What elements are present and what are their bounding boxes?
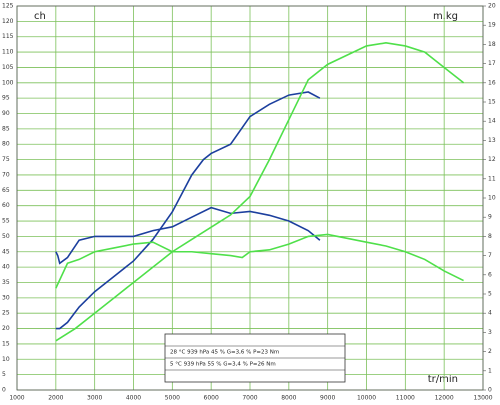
y2-axis-label: m.kg: [433, 11, 458, 22]
y-tick-label: 80: [2, 141, 10, 148]
y2-tick-label: 16: [488, 79, 496, 86]
y2-tick-label: 14: [488, 118, 496, 125]
x-tick-label: 2000: [48, 395, 63, 402]
y2-tick-label: 11: [488, 175, 496, 182]
line-series: [55, 206, 321, 265]
x-tick-label: 7000: [242, 395, 257, 402]
y-tick-label: 15: [2, 340, 10, 347]
x-tick-label: 3000: [87, 395, 102, 402]
y2-tick-label: 8: [488, 233, 492, 240]
y-tick-label: 10: [2, 356, 10, 363]
y-tick-label: 70: [2, 171, 10, 178]
y-tick-label: 110: [2, 49, 14, 56]
y2-tick-label: 2: [488, 348, 492, 355]
y-tick-label: 35: [2, 279, 10, 286]
line-series: [55, 42, 465, 342]
y2-tick-label: 19: [488, 22, 496, 29]
y-tick-label: 50: [2, 233, 10, 240]
y-tick-label: 5: [2, 371, 6, 378]
y2-tick-label: 17: [488, 60, 496, 67]
y2-tick-label: 3: [488, 329, 492, 336]
y-tick-label: 20: [2, 325, 10, 332]
y2-tick-label: 13: [488, 137, 496, 144]
y-tick-label: 125: [2, 3, 14, 10]
y-tick-label: 95: [2, 95, 10, 102]
line-series: [55, 233, 464, 289]
y2-tick-label: 1: [488, 367, 492, 374]
y2-tick-label: 6: [488, 271, 492, 278]
y2-tick-label: 20: [488, 3, 496, 10]
y-tick-label: 105: [2, 64, 14, 71]
y-tick-label: 30: [2, 294, 10, 301]
y-tick-label: 65: [2, 187, 10, 194]
x-tick-label: 1000: [9, 395, 24, 402]
y-tick-label: 25: [2, 310, 10, 317]
plot-frame: [16, 5, 484, 391]
y-tick-label: 55: [2, 218, 10, 225]
y-tick-label: 100: [2, 79, 14, 86]
line-series: [55, 91, 321, 330]
y2-tick-label: 9: [488, 214, 492, 221]
y-tick-label: 115: [2, 33, 14, 40]
x-tick-label: 4000: [126, 395, 141, 402]
x-tick-label: 9000: [320, 395, 335, 402]
x-tick-label: 11000: [396, 395, 415, 402]
y-axis-label: ch: [34, 11, 46, 22]
y-tick-label: 75: [2, 156, 10, 163]
y-tick-label: 85: [2, 125, 10, 132]
y2-tick-label: 15: [488, 99, 496, 106]
y2-tick-label: 18: [488, 41, 496, 48]
y-tick-label: 90: [2, 110, 10, 117]
x-tick-label: 13000: [473, 395, 492, 402]
y-tick-label: 0: [2, 387, 6, 394]
y2-tick-label: 10: [488, 195, 496, 202]
x-tick-label: 12000: [435, 395, 454, 402]
x-tick-label: 10000: [357, 395, 376, 402]
y-tick-label: 120: [2, 18, 14, 25]
y2-tick-label: 12: [488, 156, 496, 163]
y-tick-label: 60: [2, 202, 10, 209]
x-tick-label: 5000: [165, 395, 180, 402]
x-tick-label: 8000: [281, 395, 296, 402]
y2-tick-label: 7: [488, 252, 492, 259]
y2-tick-label: 4: [488, 310, 492, 317]
y2-tick-label: 0: [488, 387, 492, 394]
y2-tick-label: 5: [488, 291, 492, 298]
x-tick-label: 6000: [204, 395, 219, 402]
y-tick-label: 40: [2, 264, 10, 271]
info-text: 5 °C 939 hPa 55 % G=3,4 % P=26 Nm: [170, 362, 276, 368]
info-text: 28 °C 939 hPa 45 % G=3,6 % P=23 Nm: [170, 350, 279, 356]
x-axis-label: tr/min: [428, 374, 458, 385]
y-tick-label: 45: [2, 248, 10, 255]
